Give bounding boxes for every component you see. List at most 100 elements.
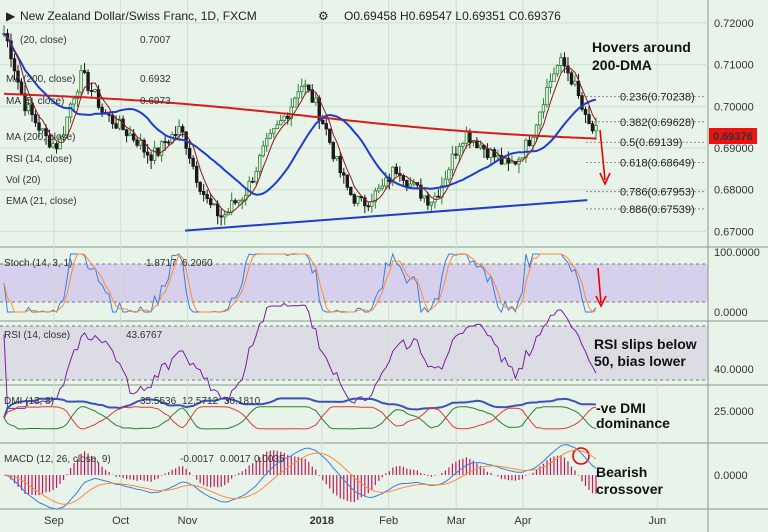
candle-body (212, 203, 216, 206)
candle-body (545, 87, 549, 106)
dmi-minus-line (3, 406, 597, 430)
stoch-tick-100: 100.0000 (714, 247, 760, 259)
candle-body (51, 143, 55, 148)
candle-body (338, 156, 342, 174)
candle-body (538, 111, 542, 126)
trend-line (184, 199, 588, 232)
candle-body (569, 72, 574, 85)
candle-body (40, 128, 45, 131)
candle-body (166, 141, 171, 144)
candle-body (405, 179, 409, 188)
candle-body (128, 133, 132, 137)
fib-label: 0.618(0.68649) (620, 158, 695, 170)
candle-body (373, 190, 378, 203)
hidden-legend-1: MA (200, close) (6, 132, 75, 143)
dmi-plus-line (3, 406, 597, 430)
candle-body (566, 65, 570, 74)
candle-body (510, 160, 514, 164)
candle-body (492, 149, 497, 158)
stoch-d-line (3, 253, 597, 313)
candle-body (54, 143, 59, 150)
candle-body (562, 57, 567, 67)
candle-body (180, 126, 185, 133)
candle-body (72, 98, 76, 105)
candle-body (61, 134, 66, 138)
candle-body (177, 126, 181, 136)
candle-body (520, 157, 525, 160)
time-tick-label: Apr (514, 515, 531, 527)
ohlc-values: O0.69458 H0.69547 L0.69351 C0.69376 (344, 9, 561, 23)
candle-body (328, 128, 332, 143)
time-tick-label: Feb (379, 515, 398, 527)
macd-value: -0.0017 (180, 454, 214, 465)
candle-body (429, 201, 434, 206)
candle-body (426, 195, 430, 206)
dmi-adx-value: 35.5536 (140, 396, 177, 407)
candle-body (131, 133, 136, 141)
candle-body (16, 70, 20, 83)
candle-body (454, 153, 458, 156)
price-pane (0, 0, 708, 246)
candle-body (138, 139, 143, 146)
candle-body (461, 142, 465, 147)
candle-body (468, 131, 472, 143)
ma20-line (3, 32, 597, 196)
candle-body (394, 166, 399, 174)
candle-body (279, 120, 283, 126)
price-tick-label: 0.68000 (714, 185, 754, 197)
candle-body (314, 97, 318, 103)
candle-body (282, 115, 286, 122)
candle-body (173, 134, 178, 136)
candle-body (345, 174, 349, 188)
candle-body (75, 91, 80, 100)
candle-body (205, 194, 209, 199)
ma-third-legend-value: 0.6973 (140, 96, 171, 107)
candle-body (135, 139, 139, 146)
price-badge: 0.69376 (713, 131, 753, 143)
candle-body (356, 195, 360, 204)
candle-body (408, 183, 413, 188)
dmi-adx-line (3, 397, 597, 419)
candle-body (307, 84, 311, 91)
rsi-band (0, 326, 708, 380)
price-down-arrow (599, 129, 611, 186)
annotation-price: Hovers around 200-DMA (592, 39, 691, 73)
candle-body (222, 214, 227, 218)
rsi-value: 43.6767 (126, 330, 163, 341)
time-axis: Sep Oct Nov 2018 Feb Mar Apr Jun (44, 515, 666, 527)
settings-icon[interactable]: ⚙ (318, 9, 329, 23)
dmi-pane (0, 386, 708, 442)
ma200-legend-value: 0.6932 (140, 74, 171, 85)
candle-body (447, 169, 451, 180)
price-axis: 0.72000 0.71000 0.70000 0.69000 0.68000 0.670… (714, 18, 754, 238)
candle-body (187, 147, 192, 159)
candle-body (303, 84, 307, 87)
candle-body (289, 106, 293, 119)
candle-body (531, 136, 535, 146)
stoch-band (0, 264, 708, 302)
candle-body (79, 70, 83, 93)
candle-body (352, 194, 356, 204)
stoch-tick-0: 0.0000 (714, 307, 748, 319)
candle-body (145, 151, 150, 156)
symbol-title: New Zealand Dollar/Swiss Franc, 1D, FXCM (20, 9, 257, 23)
candle-body (163, 141, 167, 143)
candle-body (219, 215, 223, 218)
candle-body (9, 40, 13, 60)
candle-body (37, 122, 41, 131)
candle-body (450, 153, 455, 171)
candle-body (152, 147, 157, 161)
candle-body (310, 89, 314, 103)
candle-body (296, 91, 300, 99)
candle-body (380, 185, 385, 189)
time-tick-label: Oct (112, 515, 129, 527)
stoch-k-value: 1.8717 (146, 258, 177, 269)
candle-body (590, 123, 595, 132)
candle-body (541, 104, 546, 113)
chevron-icon[interactable]: ▶ (6, 9, 16, 23)
price-tick-label: 0.70000 (714, 101, 754, 113)
candle-body (30, 104, 34, 115)
candle-body (573, 80, 577, 85)
candle-body (240, 199, 244, 202)
